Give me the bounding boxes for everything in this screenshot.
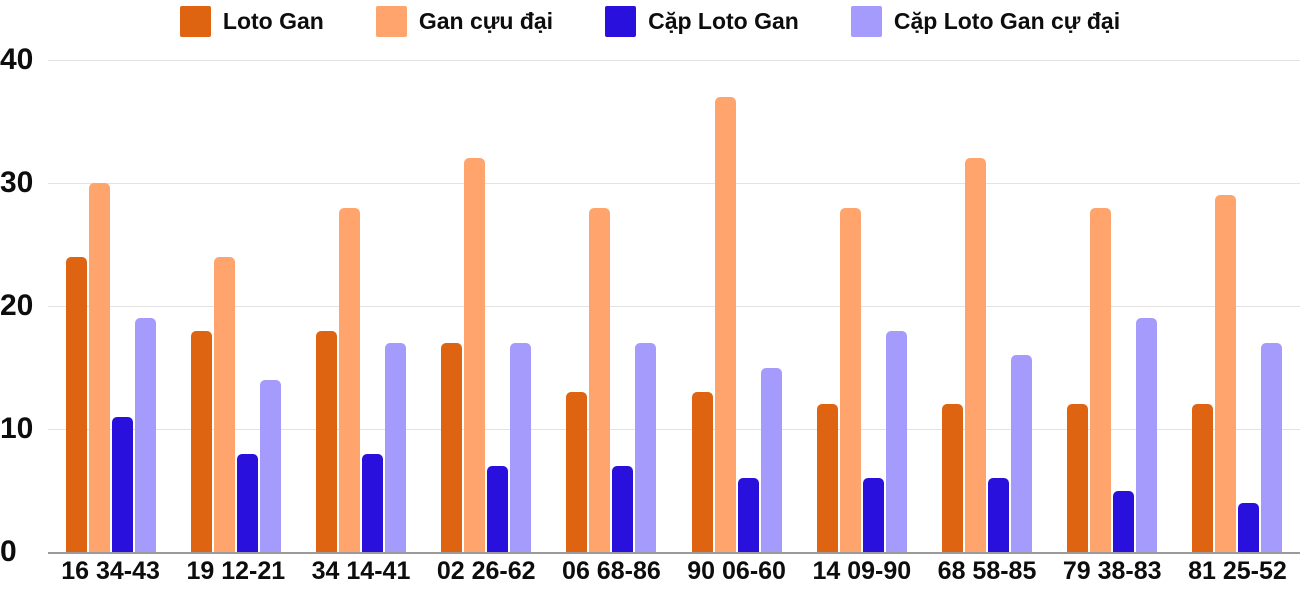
x-axis-label: 16 34-43 (61, 557, 160, 585)
legend-label: Gan cựu đại (418, 8, 554, 34)
legend-item-4[interactable]: Cặp Loto Gan cự đại (850, 6, 1121, 37)
bar-cặp-loto-gan-cự-đại[interactable] (760, 367, 782, 552)
bar-group-06-68-86: 06 68-86 (549, 60, 674, 585)
bar-cặp-loto-gan[interactable] (487, 465, 509, 552)
bar-cặp-loto-gan[interactable] (362, 453, 383, 552)
bar-gan-cựu-đại[interactable] (464, 158, 486, 552)
bar-cặp-loto-gan-cự-đại[interactable] (1011, 355, 1033, 552)
x-axis-label: 90 06-60 (687, 557, 786, 585)
bar-group-79-38-83: 79 38-83 (1050, 60, 1175, 585)
bar-gan-cựu-đại[interactable] (965, 158, 987, 552)
gridline-40 (48, 60, 1300, 61)
y-tick-label: 20 (0, 289, 34, 322)
gridline-10 (48, 429, 1300, 430)
bar-cặp-loto-gan[interactable] (1238, 502, 1260, 552)
bar-cặp-loto-gan[interactable] (988, 478, 1010, 552)
bar-cặp-loto-gan-cự-đại[interactable] (1136, 318, 1158, 552)
bar-gan-cựu-đại[interactable] (213, 256, 235, 552)
legend-label: Cặp Loto Gan (648, 8, 799, 34)
legend-item-2[interactable]: Gan cựu đại (375, 6, 554, 37)
bar-loto-gan[interactable] (65, 256, 87, 552)
bar-cặp-loto-gan-cự-đại[interactable] (259, 379, 281, 552)
bar-loto-gan[interactable] (441, 342, 463, 552)
bar-group-34-14-41: 34 14-41 (298, 60, 423, 585)
legend-label: Loto Gan (222, 8, 324, 34)
y-tick-label: 0 (0, 535, 17, 568)
bar-loto-gan[interactable] (1192, 404, 1214, 552)
bar-gan-cựu-đại[interactable] (339, 207, 360, 552)
legend-item-1[interactable]: Loto Gan (179, 6, 324, 37)
bar-loto-gan[interactable] (316, 330, 337, 552)
bar-group-19-12-21: 19 12-21 (173, 60, 298, 585)
bar-cặp-loto-gan[interactable] (612, 465, 634, 552)
legend-swatch-icon (850, 6, 882, 37)
bar-gan-cựu-đại[interactable] (1090, 207, 1112, 552)
bar-group-68-58-85: 68 58-85 (924, 60, 1049, 585)
legend-item-3[interactable]: Cặp Loto Gan (605, 6, 799, 37)
chart-legend: Loto Gan Gan cựu đại Cặp Loto Gan Cặp Loto … (0, 6, 1300, 37)
bar-groups: 16 34-43 19 12-21 34 14-41 02 26-62 06 68-86… (48, 60, 1300, 585)
gridline-20 (48, 306, 1300, 307)
bar-gan-cựu-đại[interactable] (714, 96, 736, 552)
bar-gan-cựu-đại[interactable] (1215, 195, 1237, 552)
bar-cặp-loto-gan[interactable] (1113, 490, 1135, 552)
bar-cặp-loto-gan-cự-đại[interactable] (134, 318, 156, 552)
bar-cặp-loto-gan-cự-đại[interactable] (385, 342, 406, 552)
x-axis-label: 81 25-52 (1188, 557, 1287, 585)
bar-cặp-loto-gan[interactable] (737, 478, 759, 552)
legend-swatch-icon (605, 6, 637, 37)
bar-group-81-25-52: 81 25-52 (1175, 60, 1300, 585)
bar-loto-gan[interactable] (190, 330, 212, 552)
bar-cặp-loto-gan-cự-đại[interactable] (885, 330, 907, 552)
bar-cặp-loto-gan[interactable] (111, 416, 133, 552)
y-tick-label: 30 (0, 166, 34, 199)
x-axis-label: 68 58-85 (937, 557, 1037, 585)
gridline-30 (48, 183, 1300, 184)
bar-gan-cựu-đại[interactable] (839, 207, 861, 552)
bar-cặp-loto-gan-cự-đại[interactable] (510, 342, 532, 552)
x-axis-label: 02 26-62 (436, 557, 536, 585)
legend-swatch-icon (179, 6, 211, 37)
bar-loto-gan[interactable] (691, 392, 713, 552)
x-axis-label: 14 09-90 (812, 557, 912, 585)
bar-group-16-34-43: 16 34-43 (48, 60, 173, 585)
bar-cặp-loto-gan-cự-đại[interactable] (635, 342, 657, 552)
bar-gan-cựu-đại[interactable] (88, 183, 110, 552)
x-axis-label: 19 12-21 (186, 557, 286, 585)
bar-loto-gan[interactable] (566, 392, 588, 552)
x-axis-label: 34 14-41 (311, 557, 411, 585)
bar-group-14-09-90: 14 09-90 (799, 60, 924, 585)
bar-cặp-loto-gan[interactable] (862, 478, 884, 552)
x-axis-label: 79 38-83 (1062, 557, 1162, 585)
legend-label: Cặp Loto Gan cự đại (893, 8, 1121, 34)
legend-swatch-icon (375, 6, 407, 37)
y-tick-label: 40 (0, 43, 34, 76)
bar-group-02-26-62: 02 26-62 (424, 60, 549, 585)
bar-gan-cựu-đại[interactable] (589, 207, 611, 552)
x-axis-line (48, 552, 1300, 554)
bar-loto-gan[interactable] (1067, 404, 1089, 552)
bar-group-90-06-60: 90 06-60 (674, 60, 799, 585)
x-axis-label: 06 68-86 (562, 557, 661, 585)
bar-cặp-loto-gan-cự-đại[interactable] (1261, 342, 1283, 552)
bar-loto-gan[interactable] (816, 404, 838, 552)
y-tick-label: 10 (0, 412, 34, 445)
bar-loto-gan[interactable] (942, 404, 964, 552)
bar-cặp-loto-gan[interactable] (236, 453, 258, 552)
